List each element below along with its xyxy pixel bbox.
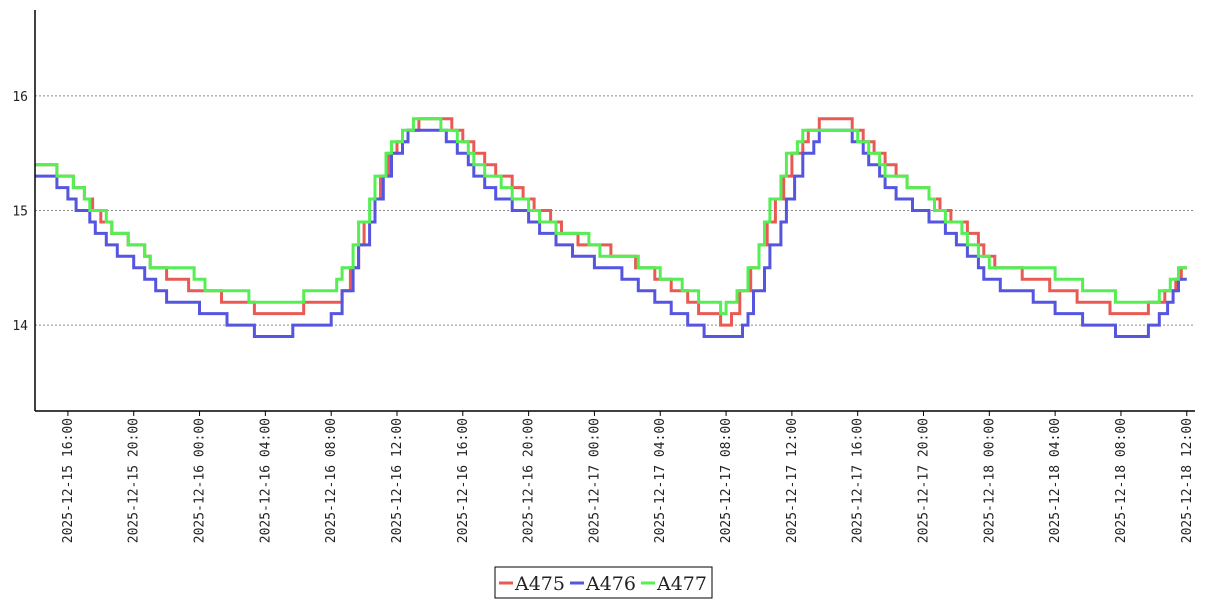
axes bbox=[34, 10, 1195, 416]
x-tick-label: 2025-12-16 12:00 bbox=[390, 418, 405, 543]
y-tick-labels: 14 15 16 bbox=[12, 90, 28, 334]
legend: A475 A476 A477 bbox=[494, 566, 713, 599]
x-tick-label: 2025-12-16 00:00 bbox=[193, 418, 208, 543]
series-line-a475 bbox=[35, 117, 1187, 327]
x-tick-label: 2025-12-17 08:00 bbox=[719, 418, 734, 543]
x-tick-label: 2025-12-18 12:00 bbox=[1180, 418, 1195, 543]
x-tick-label: 2025-12-15 20:00 bbox=[127, 418, 142, 543]
legend-box bbox=[494, 566, 713, 599]
x-tick-label: 2025-12-15 16:00 bbox=[61, 418, 76, 543]
legend-label-a475: A475 bbox=[514, 573, 565, 595]
legend-label-a476: A476 bbox=[585, 573, 636, 595]
y-tick-label: 16 bbox=[12, 90, 28, 105]
y-tick-label: 15 bbox=[12, 205, 28, 220]
series-line-a476 bbox=[35, 128, 1187, 338]
x-tick-label: 2025-12-16 16:00 bbox=[456, 418, 471, 543]
x-tick-label: 2025-12-17 04:00 bbox=[653, 418, 668, 543]
series-lines bbox=[35, 117, 1187, 338]
x-tick-label: 2025-12-16 04:00 bbox=[258, 418, 273, 543]
x-tick-label: 2025-12-16 08:00 bbox=[324, 418, 339, 543]
x-tick-label: 2025-12-17 20:00 bbox=[917, 418, 932, 543]
series-line-a477 bbox=[35, 117, 1187, 316]
x-tick-label: 2025-12-18 00:00 bbox=[982, 418, 997, 543]
legend-label-a477: A477 bbox=[656, 573, 707, 595]
x-tick-label: 2025-12-17 16:00 bbox=[851, 418, 866, 543]
y-tick-label: 14 bbox=[12, 319, 28, 334]
x-tick-label: 2025-12-17 12:00 bbox=[785, 418, 800, 543]
x-tick-label: 2025-12-16 20:00 bbox=[522, 418, 537, 543]
x-tick-label: 2025-12-18 04:00 bbox=[1048, 418, 1063, 543]
x-tick-label: 2025-12-17 00:00 bbox=[587, 418, 602, 543]
x-tick-label: 2025-12-18 08:00 bbox=[1114, 418, 1129, 543]
x-tick-labels: 2025-12-15 16:00 2025-12-15 20:00 2025-12-… bbox=[61, 418, 1195, 543]
